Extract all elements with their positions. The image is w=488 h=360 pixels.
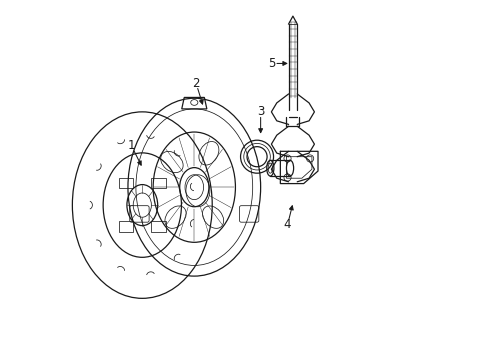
Text: 3: 3 (256, 105, 264, 118)
Text: 5: 5 (267, 57, 275, 70)
Text: 4: 4 (283, 218, 291, 231)
Text: 1: 1 (127, 139, 135, 152)
Text: 2: 2 (192, 77, 200, 90)
